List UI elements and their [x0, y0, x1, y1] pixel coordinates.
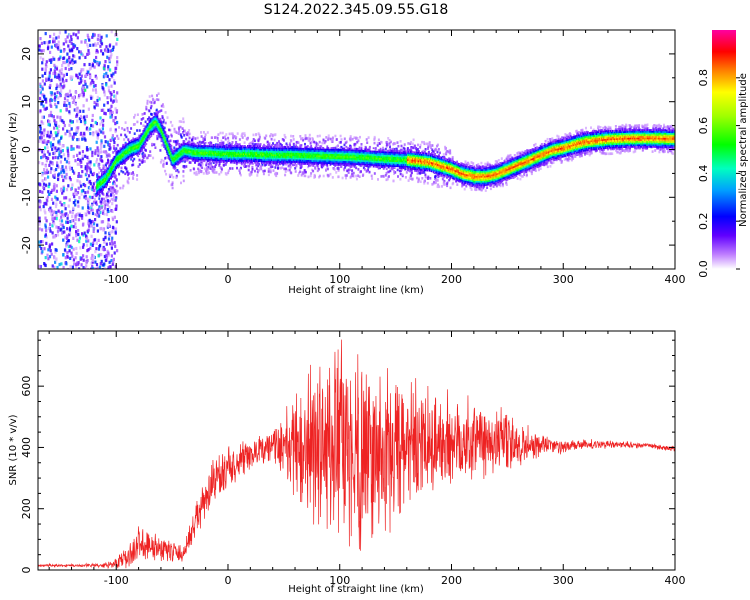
snr-ylabel: SNR (10 * v/v)	[8, 414, 19, 485]
spectrogram-xtick-label: 300	[553, 273, 574, 286]
spectrogram-heatmap	[38, 30, 675, 269]
spectrogram-ytick-label: -20	[20, 236, 33, 254]
snr-xtick-label: 400	[665, 574, 686, 587]
snr-xtick-label: -100	[104, 574, 129, 587]
colorbar-tick-label: 0.2	[697, 212, 710, 230]
snr-frame	[37, 330, 676, 571]
colorbar-tick-label: 0.8	[697, 69, 710, 87]
snr-ytick-label: 200	[20, 498, 33, 519]
snr-series-line	[38, 339, 675, 570]
snr-ytick-label: 0	[20, 567, 33, 574]
spectrogram-xtick-label: -100	[104, 273, 129, 286]
snr-ytick-label: 400	[20, 437, 33, 458]
snr-panel: -100 0 100 200 300 400 0 200 400 600 Height of st…	[8, 330, 686, 595]
colorbar-tick-label: 0.0	[697, 260, 710, 278]
snr-ticks: -100 0 100 200 300 400 0 200 400 600	[20, 331, 686, 587]
colorbar-tick-label: 0.6	[697, 117, 710, 135]
colorbar-label: Normalized spectral amplitude	[738, 73, 749, 227]
spectrogram-ytick-label: 0	[20, 146, 33, 153]
spectrogram-ytick-label: 10	[20, 95, 33, 109]
spectrogram-xlabel: Height of straight line (km)	[288, 285, 424, 296]
colorbar-tick-label: 0.4	[697, 165, 710, 183]
snr-xlabel: Height of straight line (km)	[288, 584, 424, 595]
snr-xtick-label: 200	[441, 574, 462, 587]
spectrogram-ytick-label: 20	[20, 47, 33, 61]
snr-xtick-label: 300	[553, 574, 574, 587]
spectrogram-ytick-label: -10	[20, 188, 33, 206]
spectrogram-xtick-label: 200	[441, 273, 462, 286]
colorbar-gradient	[712, 30, 736, 269]
snr-xtick-label: 0	[224, 574, 231, 587]
spectrogram-xtick-label: 100	[329, 273, 350, 286]
figure-title: S124.2022.345.09.55.G18	[264, 2, 449, 18]
spectrogram-ylabel: Frequency (Hz)	[8, 112, 19, 188]
snr-xtick-label: 100	[329, 574, 350, 587]
spectrogram-xtick-label: 0	[224, 273, 231, 286]
snr-ytick-label: 600	[20, 376, 33, 397]
spectrogram-xtick-label: 400	[665, 273, 686, 286]
colorbar-ticks: 0.0 0.2 0.4 0.6 0.8	[697, 69, 740, 278]
colorbar: 0.0 0.2 0.4 0.6 0.8 Normalized spectral ampl…	[697, 30, 749, 278]
